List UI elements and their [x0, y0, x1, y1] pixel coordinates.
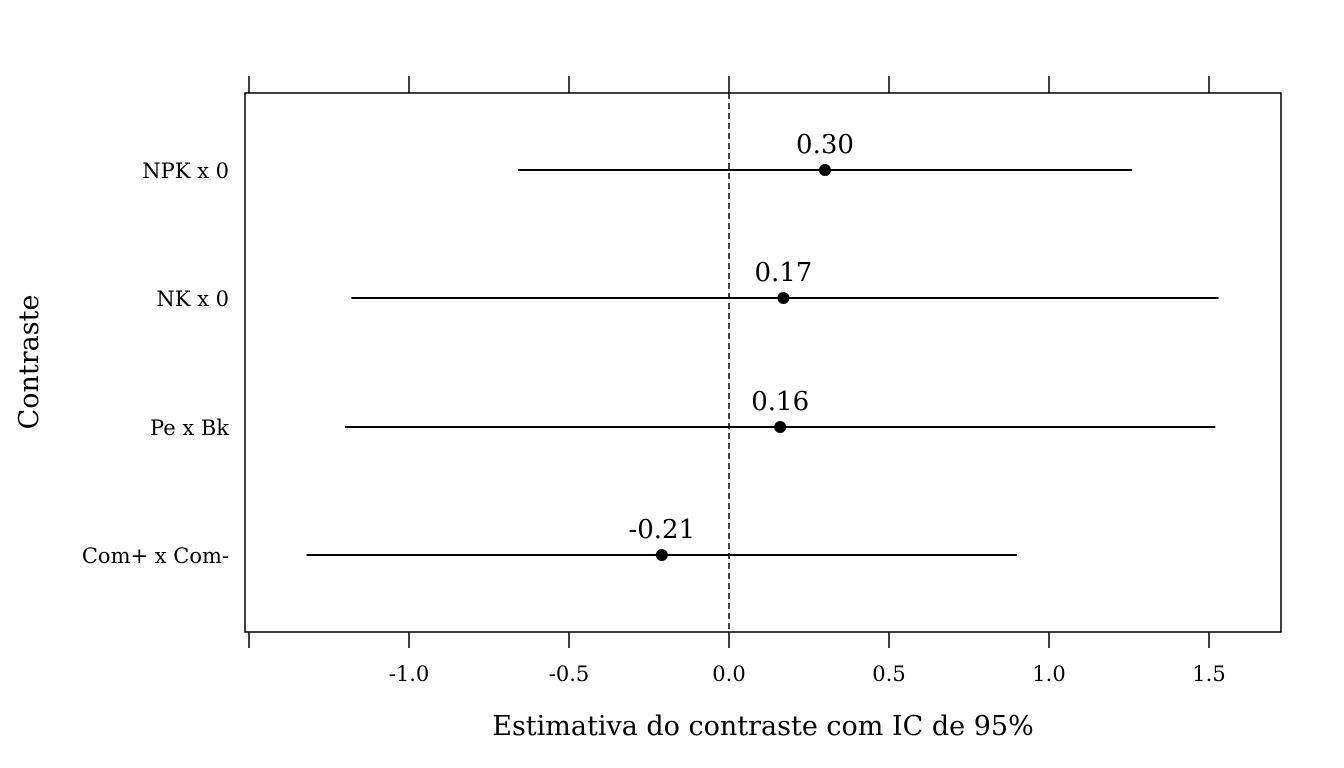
x-tick-label: 0.0 [712, 662, 745, 686]
estimate-label: 0.16 [751, 387, 809, 417]
x-axis-title: Estimativa do contraste com IC de 95% [492, 711, 1034, 742]
estimate-label: 0.17 [754, 258, 812, 288]
bottom-axis-ticks [248, 632, 1210, 648]
x-tick-label: -1.0 [389, 662, 430, 686]
estimate-point [777, 292, 790, 304]
category-label: Pe x Bk [150, 416, 229, 440]
estimate-point [819, 164, 831, 176]
category-label: Com+ x Com- [82, 544, 229, 568]
confidence-intervals: 0.30 0.17 0.16 -0.21 [306, 130, 1219, 561]
category-label: NK x 0 [156, 287, 229, 311]
x-tick-label: 1.0 [1032, 662, 1065, 686]
estimate-point [774, 421, 787, 433]
x-tick-labels: -1.0 -0.5 0.0 0.5 1.0 1.5 [389, 662, 1226, 686]
x-tick-label: 0.5 [872, 662, 905, 686]
y-axis-title: Contraste [14, 295, 45, 430]
estimate-point [655, 549, 668, 561]
x-tick-label: 1.5 [1192, 662, 1225, 686]
plot-frame [244, 92, 1282, 633]
estimate-label: 0.30 [796, 130, 854, 160]
category-label: NPK x 0 [142, 159, 229, 183]
top-axis-ticks [248, 76, 1210, 93]
x-tick-label: -0.5 [549, 662, 590, 686]
estimate-label: -0.21 [628, 515, 695, 545]
y-category-labels: NPK x 0 NK x 0 Pe x Bk Com+ x Com- [82, 159, 229, 568]
